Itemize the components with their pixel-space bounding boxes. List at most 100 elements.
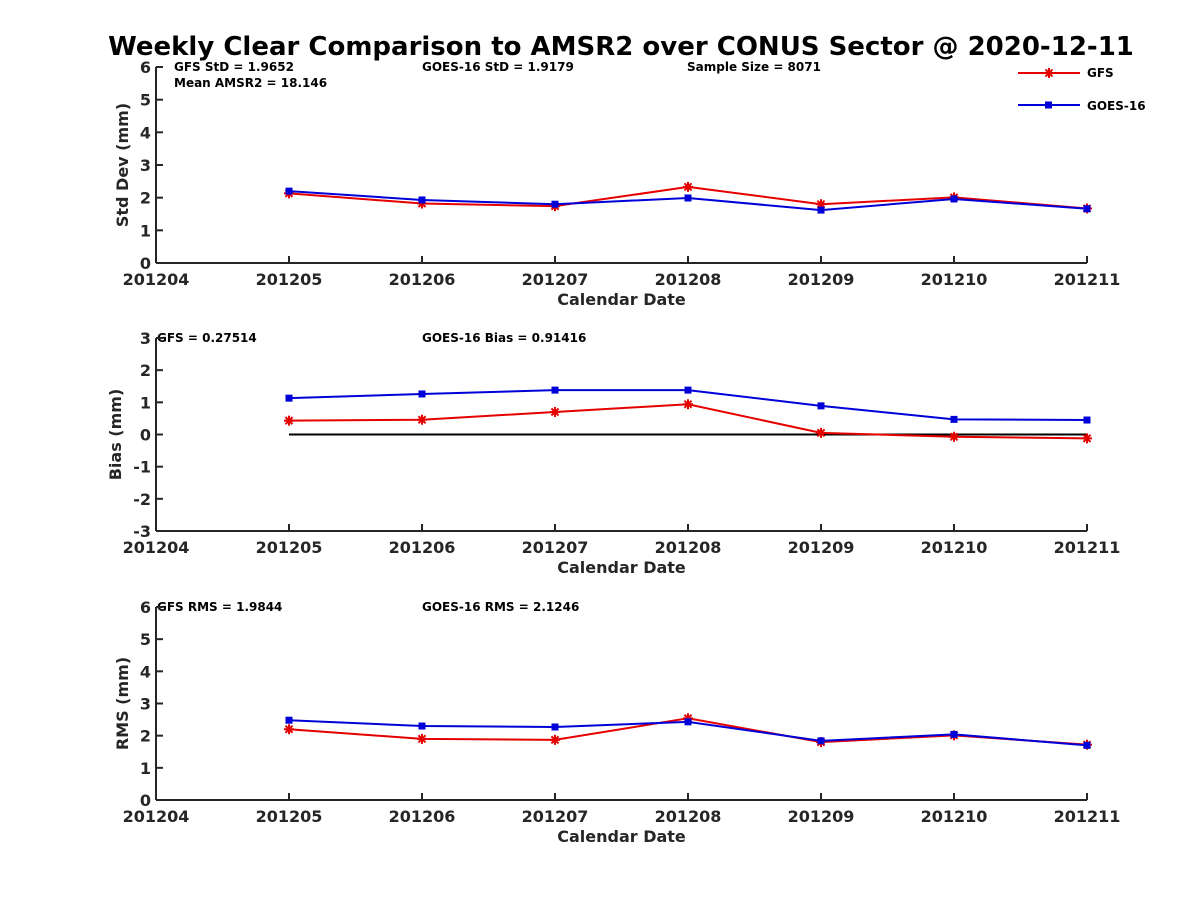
legend-gfs-asterisk	[1044, 68, 1054, 78]
x-tick-label: 201211	[1054, 807, 1121, 826]
chart-title: Weekly Clear Comparison to AMSR2 over CO…	[108, 32, 1134, 62]
y-tick-label: 3	[140, 329, 151, 348]
x-tick-label: 201205	[256, 270, 323, 289]
y-axis-label: RMS (mm)	[113, 657, 132, 750]
point-goes16	[285, 394, 293, 402]
point-goes16	[684, 386, 692, 394]
annot-goes-std: GOES-16 StD = 1.9179	[422, 60, 574, 74]
panel-3: 201204 201205 201206 201207 201208 201209 2012…	[113, 598, 1120, 846]
x-tick-label: 201208	[655, 538, 722, 557]
y-tick-label: 5	[140, 630, 151, 649]
y-tick-label: 1	[140, 759, 151, 778]
x-tick-label: 201205	[256, 538, 323, 557]
x-tick-label: 201206	[389, 538, 456, 557]
point-goes16	[950, 195, 958, 203]
legend-goes-label: GOES-16	[1087, 99, 1146, 113]
annot-goes-rms: GOES-16 RMS = 2.1246	[422, 600, 579, 614]
annot-goes-bias: GOES-16 Bias = 0.91416	[422, 331, 586, 345]
x-tick-label: 201210	[921, 807, 988, 826]
legend-gfs-marker	[1044, 68, 1054, 78]
legend-goes-marker	[1045, 101, 1052, 109]
x-axis-label: Calendar Date	[557, 290, 686, 309]
y-tick-label: -3	[133, 522, 151, 541]
annot-sample-size: Sample Size = 8071	[687, 60, 821, 74]
y-tick-label: 1	[140, 221, 151, 240]
y-tick-label: 3	[140, 156, 151, 175]
point-goes16	[418, 196, 426, 204]
x-tick-label: 201204	[123, 270, 190, 289]
point-goes16	[551, 200, 559, 208]
x-tick-label: 201211	[1054, 538, 1121, 557]
annot-mean-amsr2: Mean AMSR2 = 18.146	[174, 76, 327, 90]
x-tick-label: 201210	[921, 270, 988, 289]
y-tick-label: 2	[140, 727, 151, 746]
x-tick-label: 201207	[522, 270, 589, 289]
x-tick-label: 201204	[123, 538, 190, 557]
x-tick-label: 201209	[788, 270, 855, 289]
point-goes16	[285, 187, 293, 195]
x-tick-label: 201208	[655, 807, 722, 826]
panel-2: 201204 201205 201206 201207 201208 201209 2012…	[106, 329, 1120, 577]
x-tick-label: 201208	[655, 270, 722, 289]
y-tick-label: 3	[140, 695, 151, 714]
y-tick-label: 0	[140, 254, 151, 273]
legend: GFS GOES-16	[1018, 66, 1146, 113]
point-goes16	[285, 716, 293, 724]
x-axis-label: Calendar Date	[557, 827, 686, 846]
panel-1: 201204 201205 201206 201207 201208 201209 2012…	[113, 58, 1120, 309]
point-gfs	[816, 427, 826, 438]
point-gfs	[683, 399, 693, 410]
point-gfs	[417, 733, 427, 744]
point-gfs	[550, 406, 560, 417]
y-tick-label: -1	[133, 458, 151, 477]
y-tick-label: 5	[140, 91, 151, 110]
x-tick-label: 201205	[256, 807, 323, 826]
x-tick-label: 201211	[1054, 270, 1121, 289]
y-tick-label: 1	[140, 393, 151, 412]
point-gfs	[284, 415, 294, 426]
x-tick-label: 201207	[522, 538, 589, 557]
y-tick-label: 2	[140, 189, 151, 208]
point-goes16	[817, 402, 825, 410]
y-tick-label: -2	[133, 490, 151, 509]
x-tick-label: 201206	[389, 270, 456, 289]
x-tick-label: 201209	[788, 807, 855, 826]
point-goes16	[817, 737, 825, 745]
point-gfs	[1082, 433, 1092, 444]
point-goes16	[1083, 416, 1091, 424]
point-goes16	[817, 206, 825, 214]
point-goes16	[418, 722, 426, 730]
x-axis-label: Calendar Date	[557, 558, 686, 577]
x-tick-label: 201210	[921, 538, 988, 557]
annot-gfs-rms: GFS RMS = 1.9844	[157, 600, 282, 614]
y-tick-label: 0	[140, 426, 151, 445]
point-goes16	[950, 415, 958, 423]
point-gfs	[550, 734, 560, 745]
y-tick-label: 4	[140, 123, 151, 142]
point-goes16	[551, 723, 559, 731]
legend-gfs-label: GFS	[1087, 66, 1114, 80]
point-gfs	[949, 431, 959, 442]
point-gfs	[683, 181, 693, 192]
point-goes16	[551, 386, 559, 394]
x-tick-label: 201204	[123, 807, 190, 826]
x-tick-label: 201209	[788, 538, 855, 557]
point-goes16	[1083, 741, 1091, 749]
point-goes16	[684, 194, 692, 202]
point-gfs	[417, 414, 427, 425]
x-tick-label: 201206	[389, 807, 456, 826]
point-goes16	[418, 390, 426, 398]
annot-gfs-std: GFS StD = 1.9652	[174, 60, 294, 74]
point-gfs	[284, 724, 294, 735]
y-axis-label: Bias (mm)	[106, 389, 125, 481]
plot-panels: 201204 201205 201206 201207 201208 201209 2012…	[106, 58, 1120, 846]
y-axis-label: Std Dev (mm)	[113, 103, 132, 227]
y-tick-label: 4	[140, 662, 151, 681]
x-tick-label: 201207	[522, 807, 589, 826]
point-goes16	[684, 718, 692, 726]
y-tick-label: 6	[140, 58, 151, 77]
point-goes16	[1083, 205, 1091, 213]
point-goes16	[950, 730, 958, 738]
y-tick-label: 6	[140, 598, 151, 617]
